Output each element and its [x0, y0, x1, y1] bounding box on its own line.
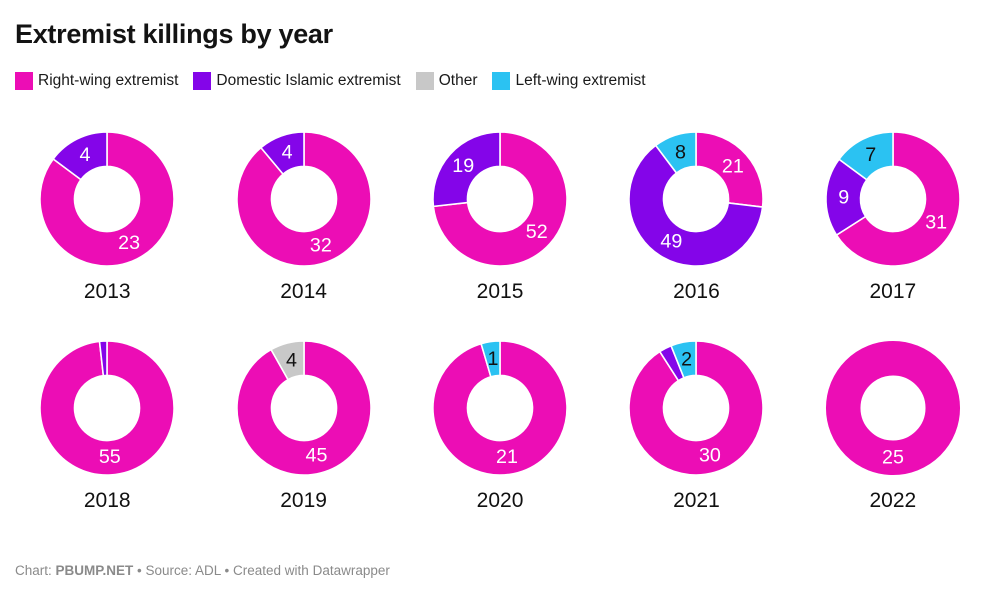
slice-other: [269, 340, 305, 381]
slice-value-label: 4: [281, 142, 292, 164]
slice-value-label: 23: [118, 232, 140, 254]
legend-item-right-wing-extremist: Right-wing extremist: [15, 72, 179, 91]
legend: Right-wing extremist Domestic Islamic ext…: [15, 72, 985, 91]
slice-value-label: 49: [661, 231, 683, 253]
legend-item-domestic-islamic-extremist: Domestic Islamic extremist: [193, 72, 401, 91]
slice-value-label: 19: [452, 156, 474, 178]
slice-right-wing-extremist: [235, 340, 372, 477]
legend-label: Domestic Islamic extremist: [216, 72, 401, 90]
year-label: 2013: [83, 280, 131, 304]
slice-domestic-islamic-extremist: [628, 145, 764, 268]
year-label: 2018: [83, 489, 131, 513]
slice-domestic-islamic-extremist: [259, 131, 305, 176]
donut-grid: 23 4 2013 32 4 2014 52 19 2015 21 49 8 2016 31 9 7 2017 …: [9, 130, 991, 513]
slice-value-label: 21: [496, 446, 518, 468]
donut-svg-2021: 30 2: [628, 340, 765, 477]
slice-domestic-islamic-extremist: [52, 131, 108, 181]
slice-value-label: 4: [80, 144, 91, 166]
slice-domestic-islamic-extremist: [98, 340, 108, 377]
slice-value-label: 30: [699, 445, 721, 467]
donut-svg-2015: 52 19: [432, 131, 568, 268]
slice-value-label: 21: [722, 156, 744, 178]
slice-value-label: 9: [838, 187, 849, 209]
footer-author-link[interactable]: PBUMP.NET: [55, 563, 134, 579]
donut-chart-2021: 30 2 2021: [598, 339, 794, 513]
year-label: 2019: [280, 489, 327, 513]
slice-left-wing-extremist: [670, 340, 698, 379]
slice-right-wing-extremist: [39, 340, 175, 477]
legend-label: Right-wing extremist: [38, 72, 179, 90]
slice-right-wing-extremist: [235, 131, 372, 268]
donut-svg-2022: 25: [825, 341, 960, 476]
year-label: 2014: [280, 280, 327, 304]
donut-chart-2020: 21 1 2020: [402, 339, 598, 513]
legend-label: Left-wing extremist: [515, 72, 646, 90]
slice-value-label: 45: [305, 445, 327, 467]
donut-chart-2018: 55 2018: [9, 339, 205, 513]
slice-right-wing-extremist: [628, 340, 765, 477]
footer-attribution: • Source: ADL • Created with Datawrapper: [133, 563, 390, 579]
donut-chart-2019: 45 4 2019: [205, 339, 401, 513]
year-label: 2015: [476, 280, 524, 304]
slice-right-wing-extremist: [825, 341, 960, 476]
donut-chart-2022: 25 2022: [795, 339, 991, 513]
slice-value-label: 8: [675, 142, 686, 164]
footer: Chart: PBUMP.NET • Source: ADL • Created…: [15, 563, 985, 578]
legend-item-other: Other: [415, 72, 478, 91]
year-label: 2021: [673, 489, 720, 513]
slice-value-label: 52: [526, 221, 548, 243]
slice-left-wing-extremist: [655, 131, 698, 175]
year-label: 2016: [673, 280, 720, 304]
legend-swatch-left-wing-extremist: [492, 72, 511, 91]
slice-right-wing-extremist: [835, 131, 961, 268]
slice-value-label: 4: [286, 350, 297, 372]
slice-right-wing-extremist: [695, 131, 765, 209]
year-label: 2017: [869, 280, 917, 304]
legend-swatch-other: [415, 72, 434, 91]
slice-value-label: 32: [310, 235, 332, 257]
slice-value-label: 2: [682, 349, 693, 371]
slice-value-label: 31: [925, 212, 947, 234]
footer-chart-label: Chart:: [15, 563, 56, 579]
year-label: 2022: [869, 489, 917, 513]
slice-domestic-islamic-extremist: [432, 131, 501, 208]
donut-svg-2018: 55: [39, 340, 175, 477]
donut-chart-2013: 23 4 2013: [9, 130, 205, 304]
slice-right-wing-extremist: [39, 131, 175, 268]
chart-title: Extremist killings by year: [15, 19, 333, 49]
slice-value-label: 55: [99, 447, 121, 469]
donut-svg-2013: 23 4: [39, 131, 175, 268]
donut-svg-2020: 21 1: [432, 340, 568, 477]
slice-left-wing-extremist: [480, 340, 501, 378]
legend-swatch-right-wing-extremist: [15, 72, 33, 91]
donut-svg-2016: 21 49 8: [628, 131, 765, 268]
slice-value-label: 7: [865, 144, 876, 166]
donut-chart-2015: 52 19 2015: [402, 130, 598, 304]
legend-swatch-domestic-islamic-extremist: [193, 72, 212, 91]
legend-label: Other: [438, 72, 478, 90]
donut-svg-2017: 31 97: [825, 131, 961, 268]
slice-value-label: 1: [488, 349, 499, 371]
year-label: 2020: [476, 489, 524, 513]
slice-left-wing-extremist: [838, 131, 894, 181]
slice-right-wing-extremist: [432, 340, 568, 477]
slice-value-label: 25: [882, 447, 904, 469]
donut-chart-2017: 31 9 7 2017: [795, 130, 991, 304]
donut-row-2: 55 2018 45 4 2019 21 1 2020 30 2 2021 25 2022: [9, 339, 991, 513]
donut-svg-2019: 45 4: [235, 340, 372, 477]
donut-chart-2014: 32 4 2014: [205, 130, 401, 304]
donut-svg-2014: 32 4: [235, 131, 372, 268]
donut-chart-2016: 21 49 8 2016: [598, 130, 794, 304]
donut-row-1: 23 4 2013 32 4 2014 52 19 2015 21 49 8 2016 31 9 7 2017: [9, 130, 991, 304]
slice-right-wing-extremist: [432, 131, 568, 268]
legend-item-left-wing-extremist: Left-wing extremist: [492, 72, 646, 91]
